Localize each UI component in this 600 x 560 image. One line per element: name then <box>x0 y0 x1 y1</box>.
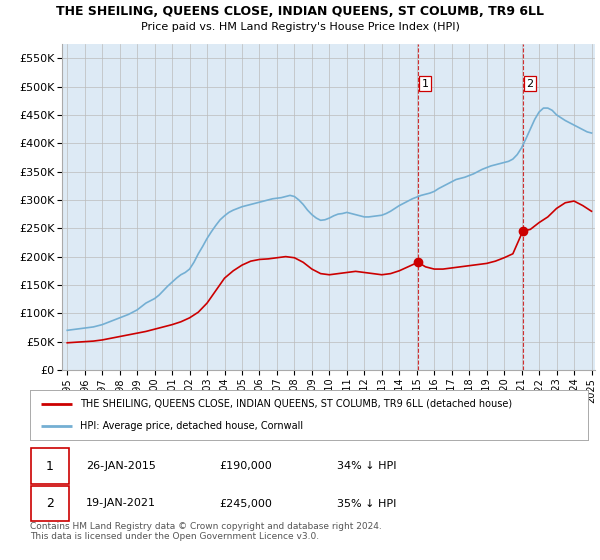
FancyBboxPatch shape <box>31 486 69 521</box>
Text: 2: 2 <box>46 497 54 510</box>
Text: 26-JAN-2015: 26-JAN-2015 <box>86 461 155 471</box>
Text: £245,000: £245,000 <box>220 498 272 508</box>
Text: 34% ↓ HPI: 34% ↓ HPI <box>337 461 397 471</box>
Text: 35% ↓ HPI: 35% ↓ HPI <box>337 498 396 508</box>
Text: Contains HM Land Registry data © Crown copyright and database right 2024.
This d: Contains HM Land Registry data © Crown c… <box>30 522 382 542</box>
Text: 2: 2 <box>526 79 533 88</box>
Text: 19-JAN-2021: 19-JAN-2021 <box>86 498 156 508</box>
Text: THE SHEILING, QUEENS CLOSE, INDIAN QUEENS, ST COLUMB, TR9 6LL (detached house): THE SHEILING, QUEENS CLOSE, INDIAN QUEEN… <box>80 399 512 409</box>
Text: THE SHEILING, QUEENS CLOSE, INDIAN QUEENS, ST COLUMB, TR9 6LL: THE SHEILING, QUEENS CLOSE, INDIAN QUEEN… <box>56 5 544 18</box>
Text: 1: 1 <box>46 460 54 473</box>
Text: HPI: Average price, detached house, Cornwall: HPI: Average price, detached house, Corn… <box>80 421 304 431</box>
Text: Price paid vs. HM Land Registry's House Price Index (HPI): Price paid vs. HM Land Registry's House … <box>140 22 460 32</box>
FancyBboxPatch shape <box>31 449 69 484</box>
Text: £190,000: £190,000 <box>220 461 272 471</box>
Text: 1: 1 <box>421 79 428 88</box>
